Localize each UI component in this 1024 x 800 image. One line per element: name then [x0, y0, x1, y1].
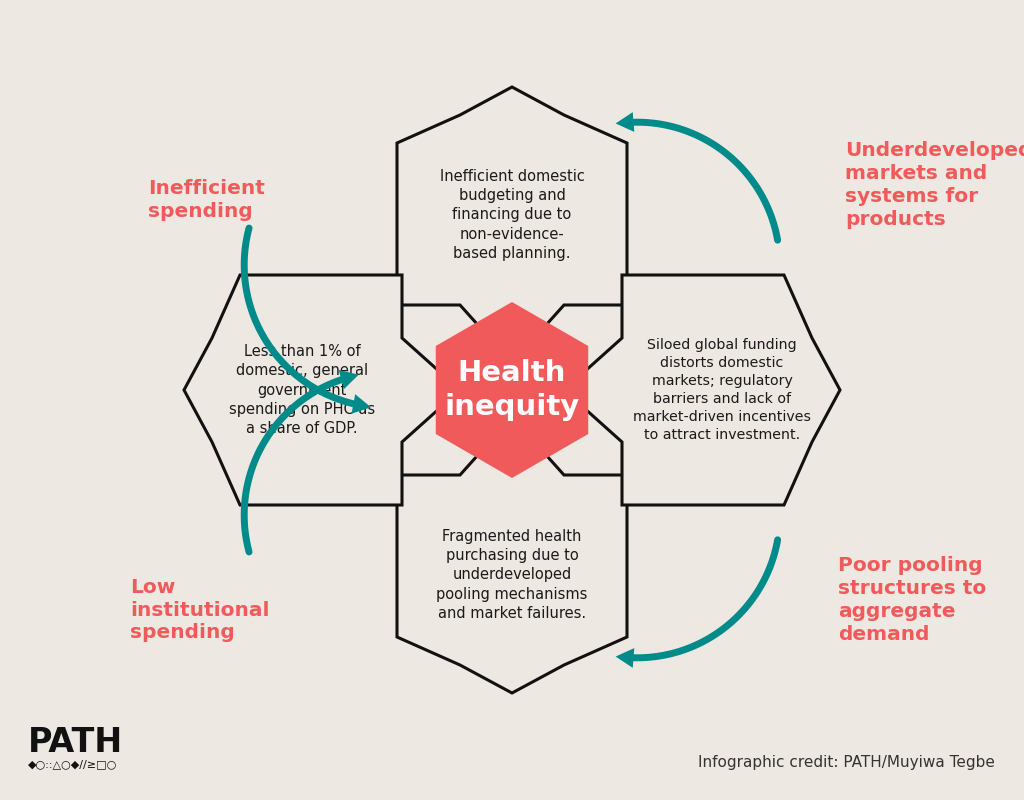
Text: ◆○::△○◆//≥□○: ◆○::△○◆//≥□○ [28, 759, 118, 769]
Polygon shape [397, 87, 627, 363]
Text: Low
institutional
spending: Low institutional spending [130, 578, 269, 642]
Polygon shape [615, 112, 634, 132]
Text: Underdeveloped
markets and
systems for
products: Underdeveloped markets and systems for p… [845, 142, 1024, 229]
Polygon shape [184, 275, 460, 505]
Text: PATH: PATH [28, 726, 123, 758]
Text: Inefficient domestic
budgeting and
financing due to
non-evidence-
based planning: Inefficient domestic budgeting and finan… [439, 169, 585, 261]
Text: Inefficient
spending: Inefficient spending [148, 179, 265, 221]
Text: Less than 1% of
domestic, general
government
spending on PHC as
a share of GDP.: Less than 1% of domestic, general govern… [229, 344, 375, 436]
Polygon shape [397, 417, 627, 693]
Text: Health
inequity: Health inequity [444, 359, 580, 421]
Polygon shape [351, 394, 371, 414]
Polygon shape [564, 275, 840, 505]
Text: Siloed global funding
distorts domestic
markets; regulatory
barriers and lack of: Siloed global funding distorts domestic … [633, 338, 811, 442]
Polygon shape [339, 370, 358, 389]
Polygon shape [615, 648, 634, 668]
Text: Poor pooling
structures to
aggregate
demand: Poor pooling structures to aggregate dem… [838, 556, 986, 644]
Text: Infographic credit: PATH/Muyiwa Tegbe: Infographic credit: PATH/Muyiwa Tegbe [698, 754, 995, 770]
Text: Fragmented health
purchasing due to
underdeveloped
pooling mechanisms
and market: Fragmented health purchasing due to unde… [436, 529, 588, 621]
Polygon shape [436, 302, 588, 478]
